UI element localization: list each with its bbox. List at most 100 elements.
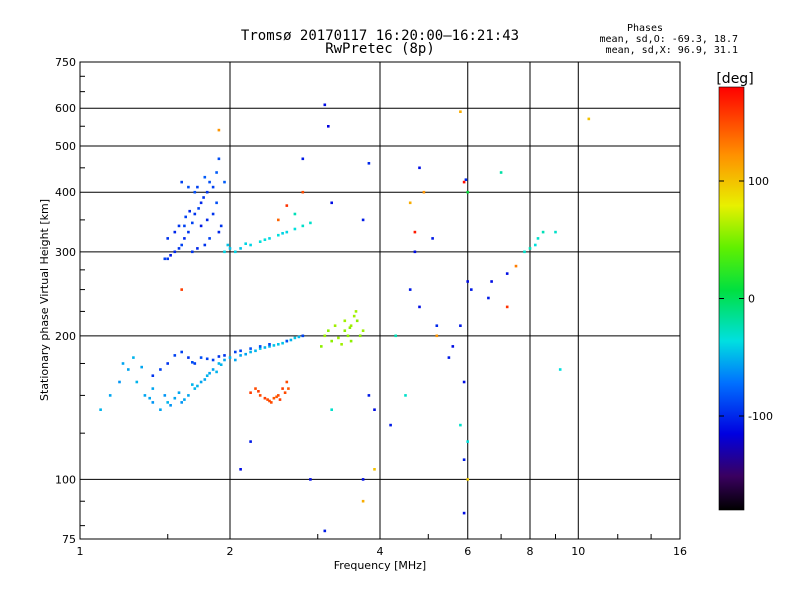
data-point [514,264,518,268]
data-point [180,243,183,247]
data-point [358,334,362,338]
data-point [523,250,526,254]
data-point [239,349,242,353]
data-point [505,272,509,275]
data-point [223,180,226,184]
data-point [558,368,562,371]
data-point [330,339,333,343]
data-point [536,237,540,240]
data-point [199,201,203,205]
data-point [281,387,284,390]
data-point [309,221,312,225]
data-point [228,356,232,359]
data-point [159,408,162,411]
data-point [254,349,257,353]
data-point [177,391,181,394]
data-point [208,371,211,375]
data-point [169,254,172,257]
data-point [148,396,151,400]
data-point [215,201,218,205]
data-point [451,345,455,348]
data-point [462,180,466,184]
data-point [183,224,186,228]
data-point [135,380,139,384]
data-point [297,335,301,339]
data-point [173,250,177,254]
data-point [217,355,221,358]
data-point [361,218,365,222]
data-point [163,394,167,397]
data-point [196,185,199,189]
data-point [159,368,162,371]
data-point [327,125,330,128]
data-point [268,345,271,348]
data-point [193,362,197,365]
data-point [323,334,327,338]
data-point [404,394,407,397]
data-point [215,171,218,174]
y-tick-label: 500 [55,140,76,153]
data-point [418,305,421,309]
data-point [244,242,247,245]
data-point [223,358,226,362]
data-point [211,212,215,216]
data-point [278,398,282,401]
data-point [431,237,434,240]
stats-x-mode: mean, sd,X: 96.9, 31.1 [606,45,738,56]
data-point [234,250,237,254]
data-point [340,343,343,346]
data-point [228,247,232,250]
data-point [217,362,221,365]
data-point [348,326,352,329]
data-point [244,352,247,356]
data-point [466,280,469,283]
data-point [199,380,203,384]
data-point [219,224,223,228]
x-tick-label: 4 [377,545,384,558]
data-point [223,354,226,357]
data-point [121,362,125,365]
data-point [187,185,190,189]
data-point [203,175,207,179]
data-point [268,237,271,240]
grid [80,62,680,539]
data-point [263,238,267,241]
data-point [554,230,557,234]
data-point [219,363,223,366]
data-point [166,237,169,240]
data-point [462,380,466,384]
data-point [205,357,209,361]
data-point [166,257,169,261]
data-point [205,218,209,222]
y-tick-label: 750 [55,56,76,69]
data-point [180,401,183,404]
data-point [208,180,211,184]
data-point [323,103,327,107]
data-point [587,117,591,121]
data-point [408,201,412,205]
y-tick-label: 200 [55,330,76,343]
data-point [187,394,190,397]
data-point [234,350,237,354]
data-point [418,166,421,170]
data-point [249,350,252,354]
data-point [281,341,284,345]
data-point [188,209,191,213]
data-point [196,247,199,250]
colorbar-ticks: 100 0 -100 [719,175,773,423]
data-point [462,458,466,461]
data-point [263,346,267,349]
data-point [346,334,350,338]
x-axis-label: Frequency [MHz] [334,559,426,572]
data-point [361,478,365,481]
data-point [466,190,469,194]
data-point [293,227,297,231]
data-point [293,212,297,216]
data-point [487,296,490,300]
data-point [343,329,347,332]
data-point [361,329,365,332]
data-point [199,224,203,228]
data-point [258,394,262,397]
data-point [183,237,186,240]
data-point [367,162,371,165]
